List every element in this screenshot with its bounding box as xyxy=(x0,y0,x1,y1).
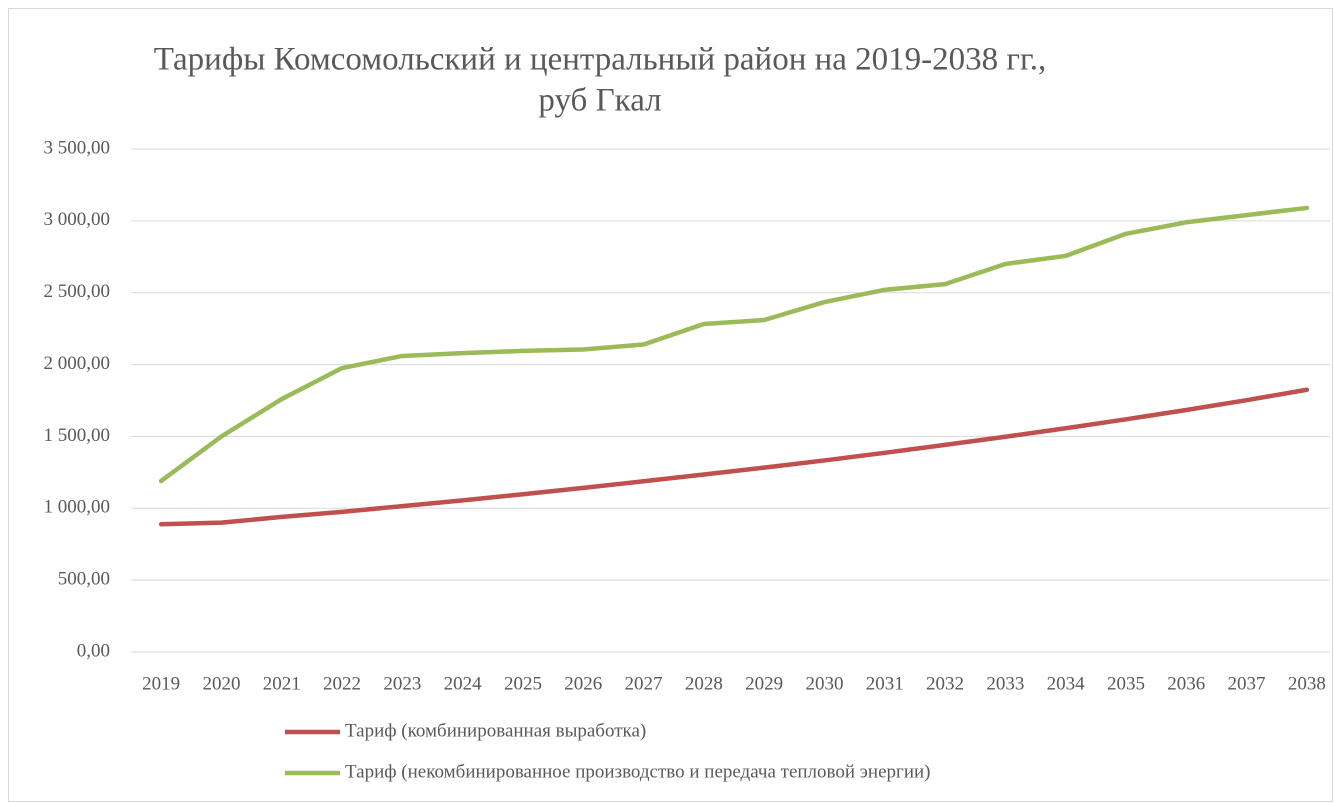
chart-border xyxy=(8,8,1333,802)
legend-label: Тариф (комбинированная выработка) xyxy=(345,720,646,741)
y-tick-label: 0,00 xyxy=(77,640,110,661)
x-tick-label: 2019 xyxy=(142,673,180,694)
x-tick-label: 2034 xyxy=(1047,673,1086,694)
x-tick-label: 2032 xyxy=(926,673,964,694)
x-tick-label: 2025 xyxy=(504,673,542,694)
x-tick-label: 2022 xyxy=(323,673,361,694)
x-tick-label: 2035 xyxy=(1107,673,1145,694)
y-tick-label: 2 000,00 xyxy=(44,353,111,374)
x-tick-label: 2036 xyxy=(1167,673,1205,694)
x-tick-label: 2024 xyxy=(444,673,483,694)
chart-title: Тарифы Комсомольский и центральный район… xyxy=(154,42,1047,78)
x-tick-label: 2037 xyxy=(1228,673,1266,694)
y-tick-label: 500,00 xyxy=(58,569,110,590)
x-tick-label: 2033 xyxy=(986,673,1024,694)
legend-label: Тариф (некомбинированное производство и … xyxy=(345,761,931,782)
x-tick-label: 2023 xyxy=(383,673,421,694)
y-tick-label: 1 500,00 xyxy=(44,425,111,446)
x-tick-label: 2020 xyxy=(202,673,240,694)
series-line xyxy=(158,205,1310,484)
y-tick-label: 3 500,00 xyxy=(44,137,111,158)
x-tick-label: 2027 xyxy=(625,673,663,694)
x-tick-label: 2030 xyxy=(805,673,843,694)
x-tick-label: 2021 xyxy=(263,673,301,694)
series-line xyxy=(158,387,1310,527)
x-tick-label: 2031 xyxy=(866,673,904,694)
x-tick-label: 2028 xyxy=(685,673,723,694)
x-tick-label: 2038 xyxy=(1288,673,1326,694)
x-tick-label: 2029 xyxy=(745,673,783,694)
chart-title: руб Гкал xyxy=(538,83,661,119)
x-tick-label: 2026 xyxy=(564,673,602,694)
y-tick-label: 3 000,00 xyxy=(44,209,111,230)
y-tick-label: 2 500,00 xyxy=(44,281,111,302)
y-tick-label: 1 000,00 xyxy=(44,497,111,518)
